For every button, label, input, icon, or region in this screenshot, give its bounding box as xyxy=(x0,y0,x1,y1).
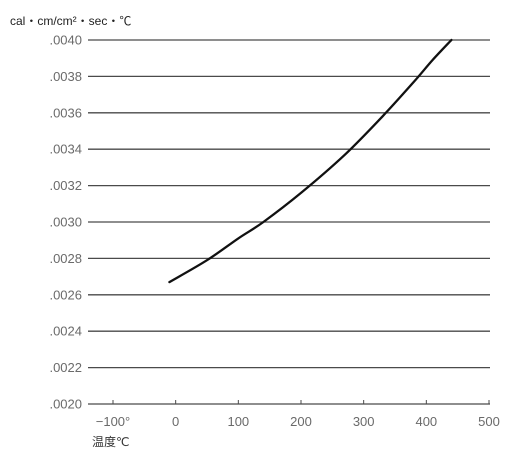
conductivity-curve xyxy=(168,38,453,284)
x-tick-label: 400 xyxy=(415,414,437,429)
x-tick-label: 200 xyxy=(290,414,312,429)
y-tick-label: .0032 xyxy=(49,178,82,193)
y-tick-label: .0026 xyxy=(49,287,82,302)
gridlines xyxy=(88,39,490,405)
x-tick-label: 0 xyxy=(172,414,179,429)
x-tick-label: 300 xyxy=(353,414,375,429)
y-tick-labels: .0020 .0022 .0024 .0026 .0028 .0030 .0032 .0034… xyxy=(49,33,82,412)
y-tick-label: .0036 xyxy=(49,105,82,120)
x-tick-label: 100 xyxy=(227,414,249,429)
y-axis-unit-label: cal・cm/cm²・sec・℃ xyxy=(10,14,131,28)
y-tick-label: .0030 xyxy=(49,215,82,230)
x-tick-label: 500 xyxy=(478,414,500,429)
y-tick-label: .0024 xyxy=(49,324,82,339)
y-tick-label: .0034 xyxy=(49,142,82,157)
y-tick-label: .0020 xyxy=(49,397,82,412)
y-tick-label: .0040 xyxy=(49,33,82,48)
y-tick-label: .0022 xyxy=(49,360,82,375)
series-layer xyxy=(168,38,453,284)
x-axis-title: 温度℃ xyxy=(92,434,129,449)
x-tick-label: −100° xyxy=(96,414,130,429)
x-tick-labels: −100° 0 100 200 300 400 500 xyxy=(96,414,500,429)
y-tick-label: .0038 xyxy=(49,69,82,84)
x-tick-marks xyxy=(112,400,490,404)
y-tick-label: .0028 xyxy=(49,251,82,266)
